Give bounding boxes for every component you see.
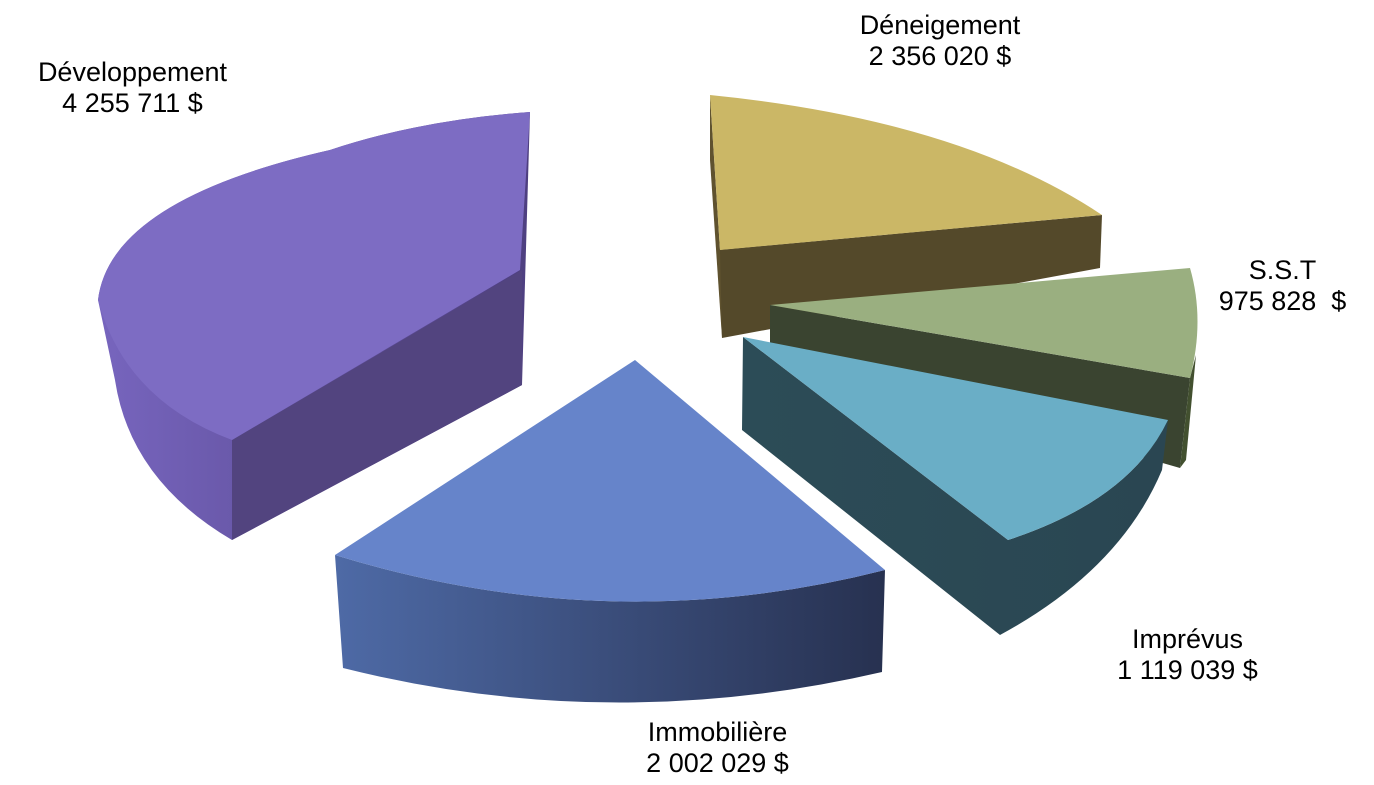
slice-imprevus-top: [743, 337, 1168, 540]
slice-deneigement-wall: [710, 95, 722, 338]
slice-deneigement-top: [710, 95, 1102, 250]
slice-immobiliere: [335, 360, 885, 703]
slice-immobiliere-side: [335, 555, 885, 703]
label-imprevus-value: 1 119 039 $: [1117, 655, 1258, 685]
slice-developpement-top: [98, 112, 530, 440]
label-deneigement-value: 2 356 020 $: [868, 41, 1012, 71]
label-immobiliere: Immobilière 2 002 029 $: [590, 717, 845, 779]
slice-developpement-wall: [232, 270, 522, 540]
label-imprevus-name: Imprévus: [1131, 624, 1244, 654]
label-deneigement: Déneigement 2 356 020 $: [800, 10, 1080, 72]
label-imprevus: Imprévus 1 119 039 $: [1060, 624, 1315, 686]
slice-imprevus: [742, 337, 1168, 635]
slice-immobiliere-top: [335, 360, 885, 602]
label-sst: S.S.T 975 828 $: [1195, 255, 1370, 317]
label-deneigement-name: Déneigement: [859, 10, 1021, 40]
slice-imprevus-side: [742, 337, 1168, 635]
label-sst-value: 975 828 $: [1218, 286, 1347, 316]
slice-sst-top: [770, 268, 1198, 378]
label-immobiliere-value: 2 002 029 $: [646, 748, 789, 778]
slice-sst-rim: [1180, 355, 1196, 468]
label-sst-name: S.S.T: [1248, 255, 1317, 285]
label-developpement: Développement 4 255 711 $: [0, 57, 265, 119]
label-immobiliere-name: Immobilière: [647, 717, 788, 747]
slice-developpement: [98, 112, 530, 540]
label-developpement-name: Développement: [37, 57, 228, 87]
label-developpement-value: 4 255 711 $: [62, 88, 203, 118]
